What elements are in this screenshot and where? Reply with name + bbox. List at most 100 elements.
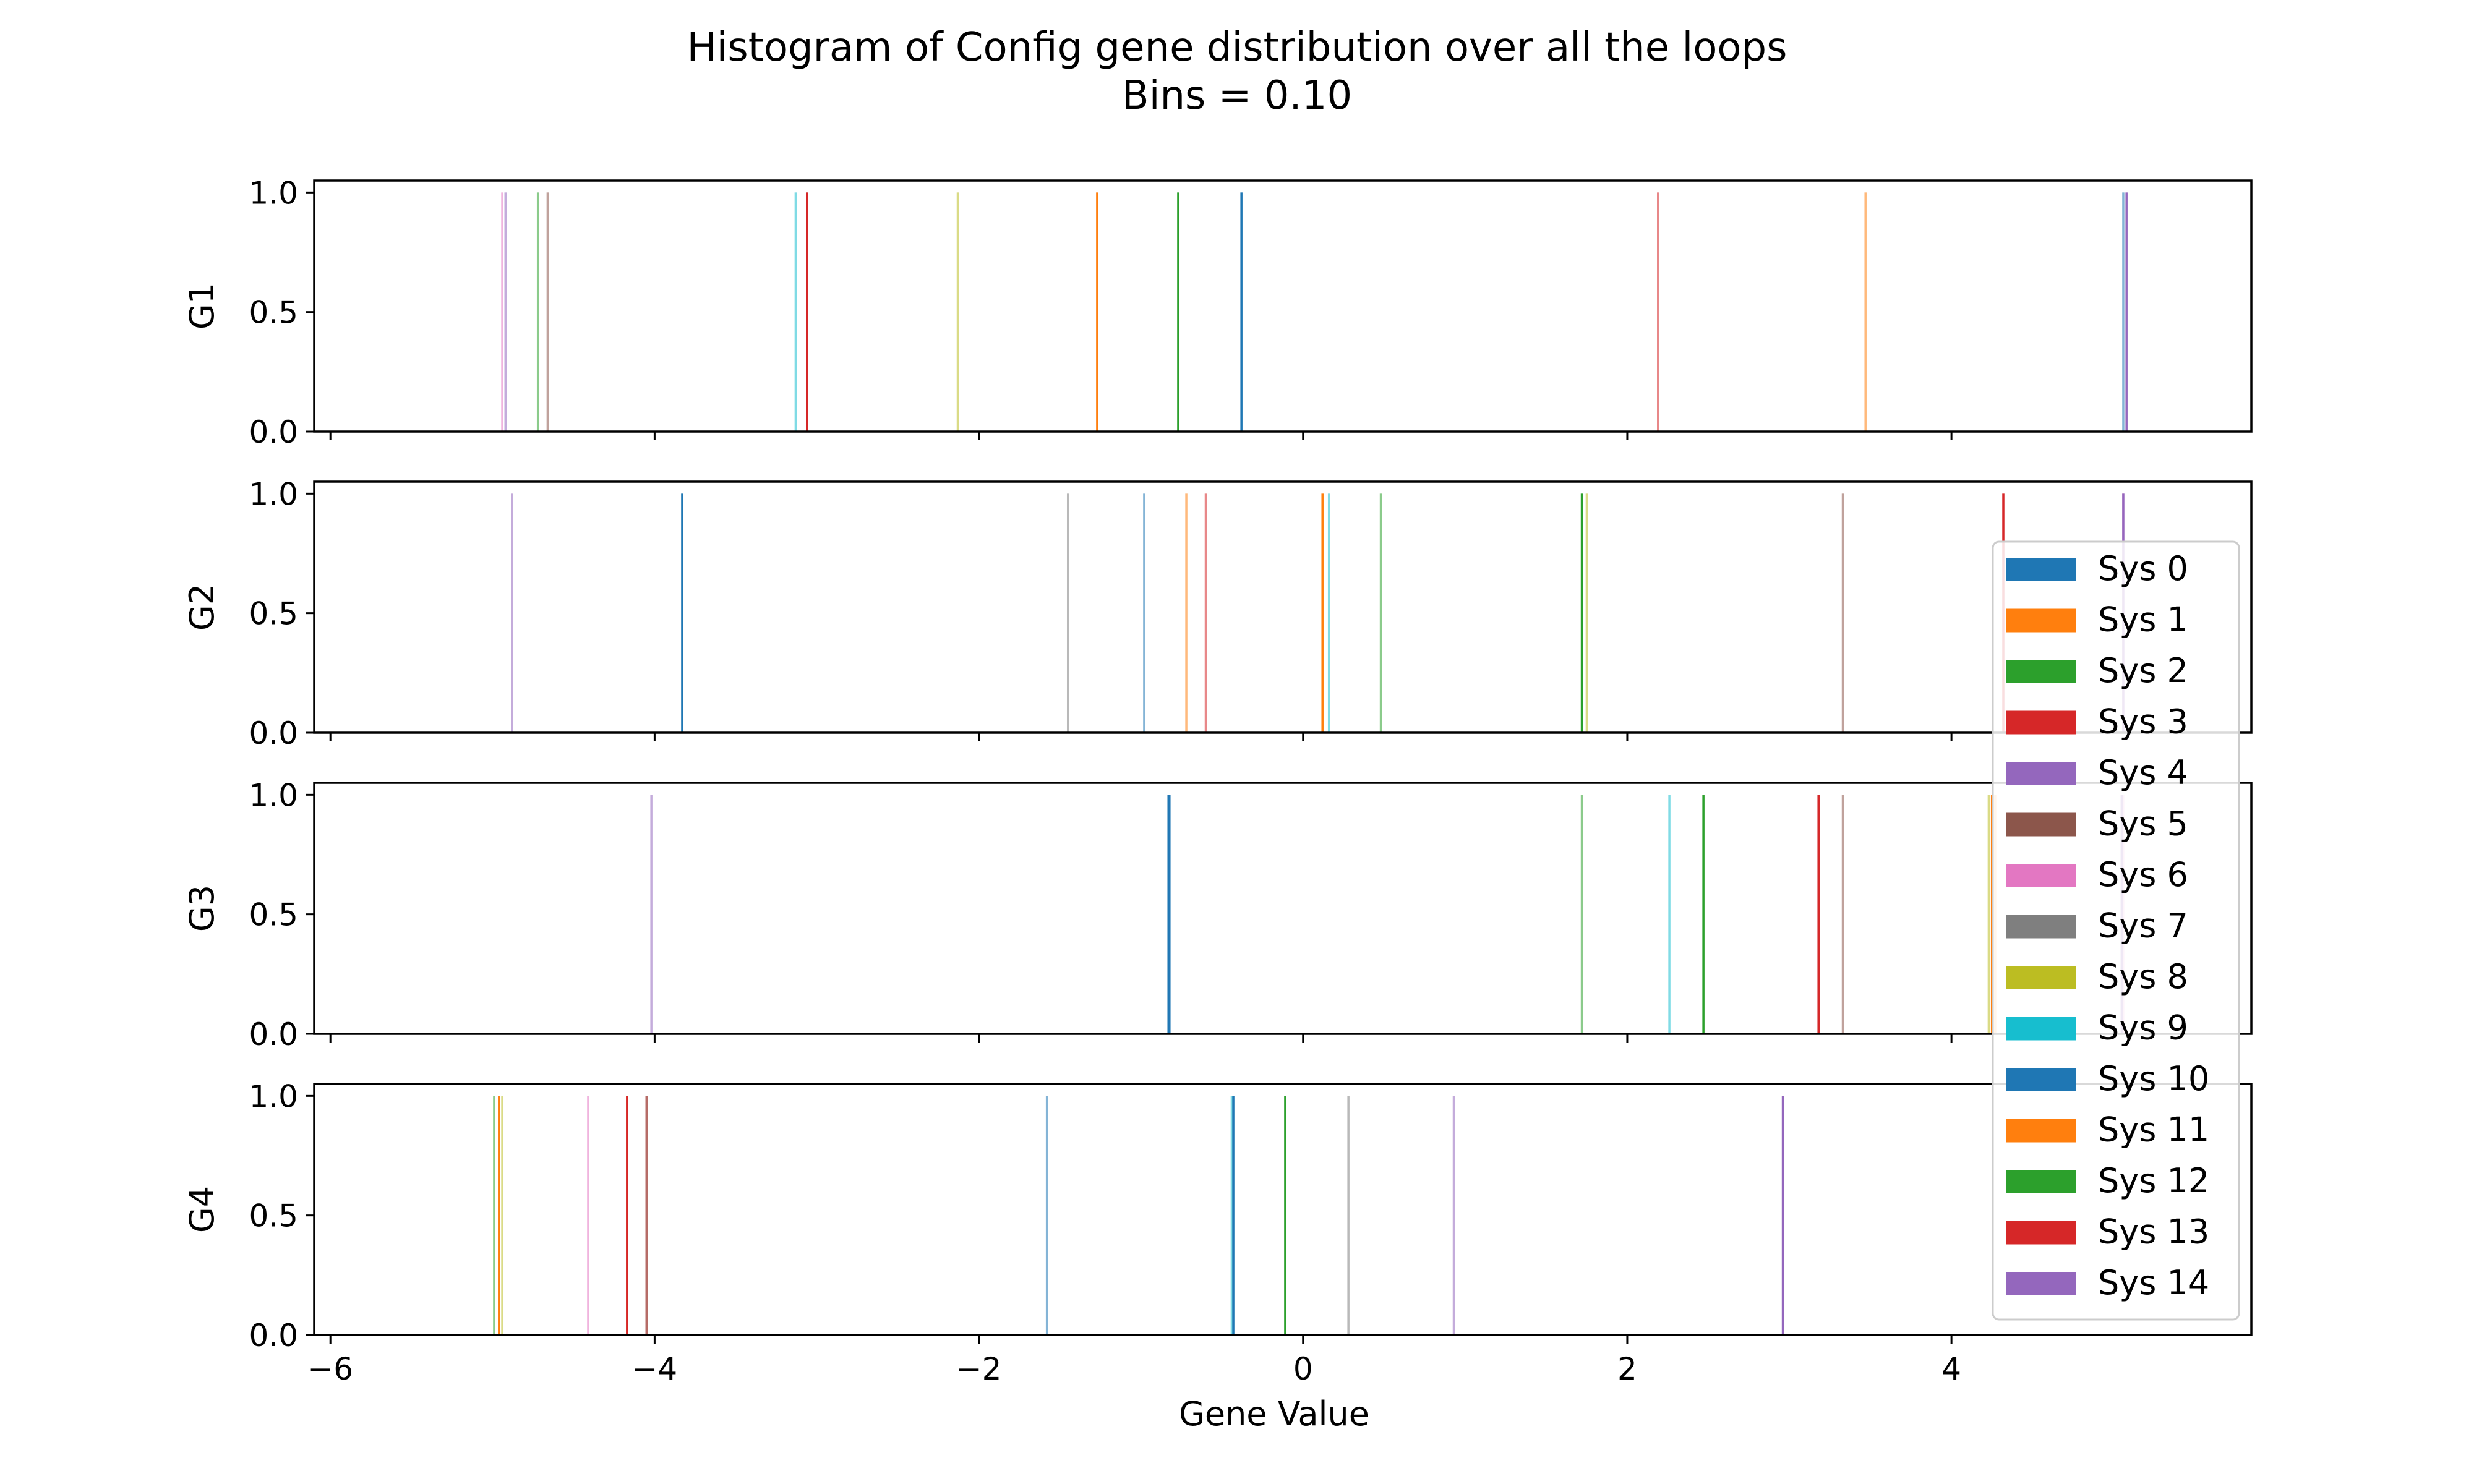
legend-swatch-9 (2006, 1017, 2076, 1041)
legend-swatch-14 (2006, 1272, 2076, 1295)
x-tick-label-0: −6 (307, 1351, 353, 1387)
legend-swatch-1 (2006, 608, 2076, 633)
bar-G4-sys-14 (1781, 1096, 1784, 1335)
legend-swatch-13 (2006, 1221, 2076, 1245)
legend-label-5: Sys 5 (2098, 804, 2188, 843)
legend-label-0: Sys 0 (2098, 549, 2188, 588)
legend-label-14: Sys 14 (2098, 1263, 2209, 1302)
bar-G3-sys-4 (650, 795, 653, 1034)
legend-label-13: Sys 13 (2098, 1213, 2209, 1252)
legend-label-7: Sys 7 (2098, 906, 2188, 945)
bar-G2-sys-7 (1066, 493, 1069, 733)
bar-G1-sys-14 (2125, 192, 2128, 432)
y-tick-label-G4-2: 1.0 (249, 1078, 298, 1114)
bar-G1-sys-9 (794, 192, 797, 432)
chart-subtitle: Bins = 0.10 (1121, 73, 1353, 119)
x-tick-label-5: 4 (1941, 1351, 1961, 1387)
bar-G1-sys-10 (1240, 192, 1243, 432)
bar-G4-sys-10 (1232, 1096, 1235, 1335)
bar-G4-sys-7 (1347, 1096, 1350, 1335)
y-tick-label-G2-1: 0.5 (249, 596, 298, 632)
bar-G3-sys-2 (1580, 795, 1583, 1034)
y-axis-label-G4: G4 (182, 1186, 221, 1233)
bar-G1-sys-5 (546, 192, 549, 432)
legend-swatch-5 (2006, 812, 2076, 837)
legend-label-3: Sys 3 (2098, 702, 2188, 741)
legend-swatch-2 (2006, 660, 2076, 683)
legend-label-11: Sys 11 (2098, 1111, 2209, 1149)
y-axis-label-G2: G2 (182, 584, 221, 631)
legend-swatch-3 (2006, 710, 2076, 735)
bar-G4-sys-6 (587, 1096, 589, 1335)
y-tick-label-G1-2: 1.0 (249, 175, 298, 211)
bar-G3-sys-8 (1987, 795, 1990, 1034)
bar-G4-sys-9 (1230, 1096, 1233, 1335)
bar-G1-sys-3 (1657, 192, 1659, 432)
y-tick-label-G2-0: 0.0 (249, 715, 298, 751)
bar-G1-sys-11 (1096, 192, 1098, 432)
y-axis-label-G3: G3 (182, 885, 221, 932)
axes-frame-G4 (313, 1083, 2253, 1336)
bar-G1-sys-0 (2122, 192, 2125, 432)
bar-G3-sys-5 (1841, 795, 1844, 1034)
panel-G2: 0.0 0.5 1.0 G2 (182, 476, 2253, 751)
bar-G2-sys-12 (1580, 493, 1583, 733)
y-axis-label-G1: G1 (182, 283, 221, 330)
legend-swatch-6 (2006, 864, 2076, 887)
legend-label-8: Sys 8 (2098, 957, 2188, 996)
axes-frame-G3 (313, 782, 2253, 1035)
bar-G1-sys-2 (536, 192, 539, 432)
bar-G3-sys-12 (1702, 795, 1705, 1034)
panel-G3: 0.0 0.5 1.0 G3 (182, 777, 2253, 1052)
bar-G1-sys-4 (504, 192, 507, 432)
legend-swatch-7 (2006, 915, 2076, 939)
legend-swatch-0 (2006, 558, 2076, 581)
bar-G1-sys-6 (501, 192, 503, 432)
legend-label-2: Sys 2 (2098, 651, 2188, 690)
y-tick-label-G3-2: 1.0 (249, 777, 298, 813)
bar-G1-sys-1 (1864, 192, 1867, 432)
bar-G4-sys-4 (1452, 1096, 1455, 1335)
legend-label-4: Sys 4 (2098, 753, 2188, 792)
legend-swatch-12 (2006, 1170, 2076, 1193)
y-tick-label-G2-2: 1.0 (249, 476, 298, 512)
x-tick-label-2: −2 (956, 1351, 1002, 1387)
legend-label-6: Sys 6 (2098, 855, 2188, 894)
bar-G2-sys-11 (1321, 493, 1324, 733)
bar-G4-sys-13 (626, 1096, 628, 1335)
bar-G2-sys-0 (1143, 493, 1145, 733)
bar-G2-sys-9 (1327, 493, 1330, 733)
x-tick-label-3: 0 (1293, 1351, 1313, 1387)
bar-G4-sys-8 (501, 1096, 503, 1335)
bar-G3-sys-0 (1169, 795, 1171, 1034)
legend: Sys 0 Sys 1 Sys 2 Sys 3 Sys 4 Sys 5 Sys 6 Sys 7… (1992, 540, 2240, 1321)
bar-G2-sys-8 (1585, 493, 1588, 733)
legend-label-9: Sys 9 (2098, 1009, 2188, 1047)
bar-G4-sys-11 (498, 1096, 500, 1335)
legend-swatch-10 (2006, 1068, 2076, 1091)
bar-G3-sys-9 (1668, 795, 1671, 1034)
y-tick-label-G1-1: 0.5 (249, 295, 298, 331)
bar-G4-sys-2 (493, 1096, 495, 1335)
bar-G2-sys-5 (1841, 493, 1844, 733)
panel-G1: 0.0 0.5 1.0 G1 (182, 175, 2253, 450)
bar-G1-sys-8 (956, 192, 959, 432)
y-tick-label-G1-0: 0.0 (249, 414, 298, 450)
chart-title: Histogram of Config gene distribution ov… (687, 25, 1787, 70)
y-tick-label-G4-0: 0.0 (249, 1318, 298, 1354)
bar-G4-sys-12 (1284, 1096, 1286, 1335)
y-tick-label-G3-1: 0.5 (249, 897, 298, 933)
bar-G2-sys-10 (681, 493, 683, 733)
x-tick-label-4: 2 (1617, 1351, 1637, 1387)
bar-G1-sys-13 (806, 192, 808, 432)
legend-swatch-8 (2006, 966, 2076, 989)
x-tick-label-1: −4 (632, 1351, 678, 1387)
legend-label-12: Sys 12 (2098, 1161, 2209, 1200)
bar-G4-sys-5 (645, 1096, 648, 1335)
panels-group: 0.0 0.5 1.0 G1 0.0 0.5 1.0 G2 0.0 0.5 1.0 G3 0.0 0.5 1… (182, 175, 2253, 1387)
axes-frame-G2 (313, 480, 2253, 734)
legend-label-1: Sys 1 (2098, 600, 2188, 639)
y-tick-label-G3-0: 0.0 (249, 1017, 298, 1052)
bar-G4-sys-0 (1045, 1096, 1048, 1335)
bar-G3-sys-13 (1817, 795, 1820, 1034)
